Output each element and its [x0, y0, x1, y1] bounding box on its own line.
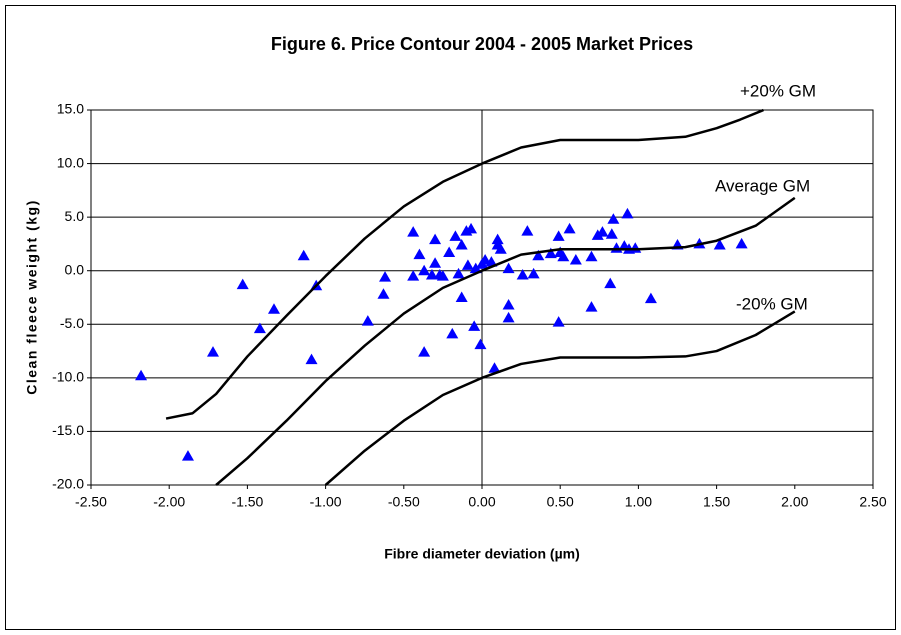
scatter-point [604, 277, 617, 289]
scatter-point [485, 256, 498, 267]
scatter-point [585, 301, 598, 312]
scatter-point [502, 262, 515, 274]
scatter-point [527, 267, 540, 279]
scatter-point [468, 320, 481, 331]
x-tick-label: -2.00 [153, 494, 185, 510]
x-tick-label: 2.00 [781, 494, 808, 510]
scatter-point [491, 233, 504, 245]
scatter-point [449, 230, 462, 241]
x-tick-label: 1.50 [703, 494, 730, 510]
scatter-point [516, 269, 529, 280]
scatter-point [418, 264, 431, 276]
curve-label: +20% GM [740, 81, 816, 100]
scatter-point [361, 315, 374, 326]
curve-label: Average GM [715, 176, 810, 195]
scatter-point [607, 213, 620, 224]
y-tick-label: 15.0 [57, 101, 84, 117]
scatter-point [502, 299, 515, 310]
y-tick-label: -15.0 [52, 422, 84, 438]
x-axis-label: Fibre diameter deviation (µm) [384, 546, 580, 562]
x-tick-label: 0.50 [547, 494, 574, 510]
scatter-point [429, 257, 442, 268]
scatter-point [461, 259, 474, 270]
scatter-point [455, 239, 468, 250]
scatter-point [465, 222, 478, 234]
scatter-point [407, 270, 420, 281]
scatter-point [267, 303, 280, 314]
chart-title: Figure 6. Price Contour 2004 - 2005 Mark… [271, 34, 693, 54]
scatter-point [713, 239, 726, 250]
scatter-point [532, 249, 545, 261]
scatter-point [596, 226, 609, 237]
scatter-point [305, 353, 318, 365]
x-tick-label: 2.50 [859, 494, 886, 510]
scatter-point [236, 278, 249, 290]
scatter-point [377, 288, 390, 299]
x-tick-label: -1.00 [310, 494, 342, 510]
scatter-point [488, 362, 501, 373]
scatter-point [502, 311, 515, 323]
curve-label: -20% GM [736, 294, 808, 313]
x-tick-label: -0.50 [388, 494, 420, 510]
scatter-point [644, 292, 657, 304]
scatter-point [297, 249, 310, 261]
scatter-point [429, 233, 442, 245]
x-tick-label: -1.50 [231, 494, 263, 510]
scatter-point [407, 226, 420, 237]
y-tick-label: 5.0 [65, 208, 85, 224]
scatter-point [206, 346, 219, 357]
x-tick-label: -2.50 [75, 494, 107, 510]
y-tick-label: -5.0 [60, 315, 84, 331]
scatter-point [563, 222, 576, 234]
scatter-point [585, 250, 598, 262]
scatter-point [605, 228, 618, 239]
y-tick-label: 10.0 [57, 154, 84, 170]
scatter-point [569, 254, 582, 265]
scatter-point [544, 247, 557, 259]
contour-line [215, 196, 796, 486]
scatter-point [425, 269, 438, 280]
scatter-point [452, 267, 465, 279]
scatter-point [413, 248, 426, 260]
scatter-point [436, 270, 449, 281]
scatter-point [552, 316, 565, 327]
y-tick-label: -10.0 [52, 369, 84, 385]
scatter-point [455, 291, 468, 302]
scatter-point [181, 450, 194, 461]
y-tick-label: 0.0 [65, 261, 85, 277]
scatter-point [494, 243, 507, 254]
contour-line [324, 310, 796, 486]
scatter-point [418, 346, 431, 357]
scatter-point [735, 237, 748, 249]
scatter-point [253, 322, 266, 334]
y-axis-label: Clean fleece weight (kg) [24, 199, 40, 394]
contour-line [165, 108, 764, 420]
scatter-point [469, 262, 482, 274]
scatter-point [521, 225, 534, 236]
scatter-point [446, 327, 459, 339]
scatter-point [379, 271, 392, 282]
scatter-point [443, 246, 456, 257]
y-tick-label: -20.0 [52, 476, 84, 492]
scatter-point [474, 338, 487, 350]
x-tick-label: 1.00 [625, 494, 652, 510]
scatter-point [552, 230, 565, 241]
scatter-point [557, 250, 570, 262]
scatter-point [135, 369, 148, 381]
scatter-point [621, 207, 634, 219]
x-tick-label: 0.00 [468, 494, 495, 510]
